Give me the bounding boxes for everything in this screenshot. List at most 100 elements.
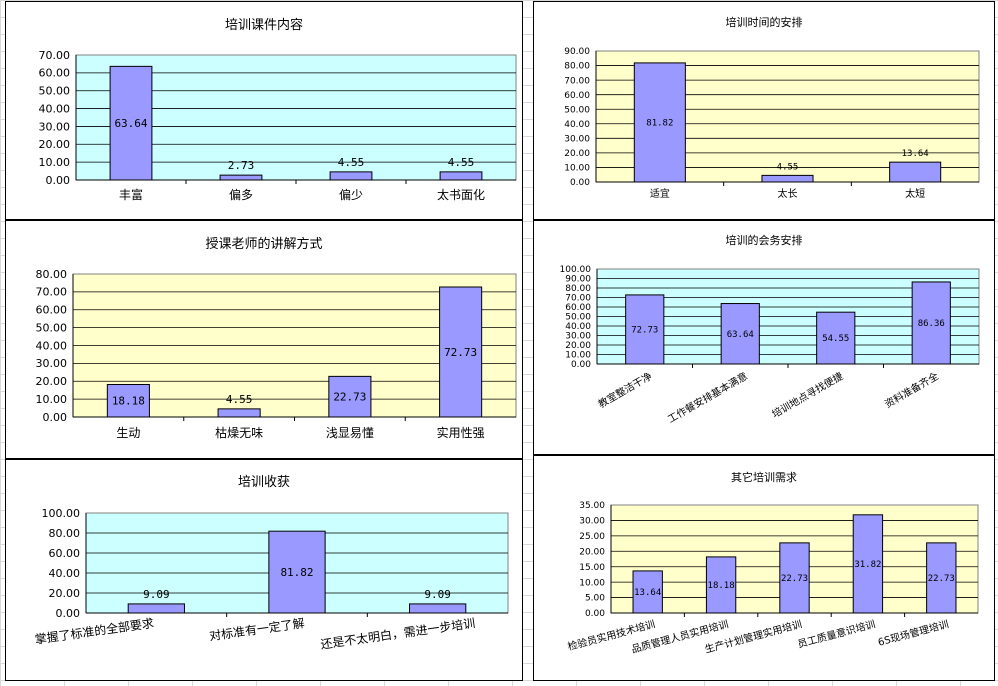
y-tick-label: 40.00 <box>565 322 591 332</box>
chart-logistics: 培训的会务安排 0.00 10.00 20.00 30.00 40.00 50.00 60.… <box>533 220 995 455</box>
data-label: 18.18 <box>708 581 735 591</box>
bar <box>219 174 263 181</box>
y-tick-label: 60.00 <box>564 91 590 101</box>
x-category-label: 实用性强 <box>437 425 485 440</box>
y-tick-label: 20.00 <box>36 375 68 388</box>
y-tick-label: 10.00 <box>579 578 605 588</box>
bar <box>926 542 957 614</box>
data-label: 13.64 <box>902 149 929 159</box>
y-tick-label: 5.00 <box>585 594 605 604</box>
y-tick-label: 0.00 <box>571 360 591 370</box>
x-category-label: 太短 <box>905 187 925 200</box>
data-label: 4.55 <box>338 156 365 169</box>
bar <box>625 294 665 365</box>
y-tick-label: 90.00 <box>564 47 590 57</box>
data-label: 22.73 <box>333 391 366 404</box>
bar <box>911 281 951 365</box>
y-tick-label: 25.00 <box>579 532 605 542</box>
chart-other-needs: 其它培训需求 0.00 5.00 10.00 15.00 20.00 25.00 30.00… <box>533 455 995 681</box>
y-tick-label: 20.00 <box>565 341 591 351</box>
x-category-label: 6S现场管理培训 <box>876 617 950 648</box>
bar <box>779 542 810 614</box>
chart-title: 培训的会务安排 <box>725 234 803 247</box>
y-tick-label: 60.00 <box>39 67 71 80</box>
data-label: 13.64 <box>634 588 661 598</box>
y-tick-label: 90.00 <box>565 275 591 285</box>
y-tick-label: 70.00 <box>39 49 71 62</box>
y-tick-label: 0.00 <box>43 411 68 424</box>
chart-title: 其它培训需求 <box>731 471 797 484</box>
y-tick-label: 50.00 <box>564 105 590 115</box>
y-tick-label: 40.00 <box>564 120 590 130</box>
data-label: 63.64 <box>114 117 147 130</box>
y-tick-label: 20.00 <box>579 547 605 557</box>
y-tick-label: 60.00 <box>565 303 591 313</box>
data-label: 22.73 <box>781 574 808 584</box>
y-tick-label: 40.00 <box>36 339 68 352</box>
y-tick-label: 0.00 <box>56 607 81 620</box>
chart-training-gains: 培训收获 0.00 20.00 40.00 60.00 80.00 100.00 9.09 掌… <box>5 459 523 681</box>
chart-svg: 0.00 10.00 20.00 30.00 40.00 50.00 60.00 70.00 6… <box>39 49 517 202</box>
bar <box>705 556 737 614</box>
data-label: 4.55 <box>448 156 475 169</box>
y-tick-label: 100.00 <box>560 265 592 275</box>
bar <box>720 303 760 365</box>
chart-title: 授课老师的讲解方式 <box>205 237 323 252</box>
y-tick-label: 80.00 <box>564 62 590 72</box>
chart-svg: 0.0010.0020.0030.0040.0050.0060.0070.008… <box>36 268 517 440</box>
y-tick-label: 80.00 <box>36 268 68 281</box>
y-tick-label: 0.00 <box>46 174 71 187</box>
y-tick-label: 0.00 <box>570 178 590 188</box>
chart-training-time: 培训时间的安排 0.00 10.00 20.00 30.00 40.00 50.00 60.… <box>533 1 995 220</box>
chart-teaching-style: 授课老师的讲解方式 0.00 10.00 20.00 30.00 40.00 50.00 6… <box>5 220 523 459</box>
y-tick-label: 50.00 <box>565 313 591 323</box>
x-category-label: 还是不太明白，需进一步培训 <box>319 615 476 652</box>
x-category-label: 员工质量意识培训 <box>796 617 877 650</box>
y-tick-label: 0.00 <box>585 609 605 619</box>
bar <box>409 603 467 614</box>
data-label: 9.09 <box>424 588 451 601</box>
y-tick-label: 70.00 <box>565 294 591 304</box>
y-tick-label: 10.00 <box>39 156 71 169</box>
bar <box>329 171 373 181</box>
y-tick-label: 100.00 <box>42 507 81 520</box>
y-tick-label: 80.00 <box>565 284 591 294</box>
data-label: 81.82 <box>646 119 673 129</box>
x-category-label: 偏多 <box>229 187 253 202</box>
bar <box>761 174 814 183</box>
data-label: 81.82 <box>280 566 313 579</box>
chart-svg: 0.0010.0020.0030.0040.0050.0060.0070.008… <box>560 265 980 426</box>
data-label: 31.82 <box>854 560 881 570</box>
y-tick-label: 60.00 <box>36 304 68 317</box>
x-category-label: 适宜 <box>650 187 670 200</box>
chart-svg: 0.0010.0020.0030.0040.0050.0060.0070.008… <box>564 47 980 200</box>
chart-svg: 0.00 20.00 40.00 60.00 80.00 100.00 9.09 掌握了标准的… <box>34 507 509 652</box>
bar <box>633 62 686 183</box>
data-label: 63.64 <box>727 330 754 340</box>
y-tick-label: 80.00 <box>49 527 81 540</box>
bar <box>439 286 483 418</box>
x-category-label: 工作餐安排基本满意 <box>665 369 749 425</box>
y-tick-label: 30.00 <box>564 134 590 144</box>
y-tick-label: 30.00 <box>39 120 71 133</box>
bar <box>816 311 856 365</box>
y-tick-label: 20.00 <box>39 138 71 151</box>
x-category-label: 枯燥无味 <box>215 425 263 440</box>
x-category-label: 浅显易懂 <box>326 426 374 440</box>
data-label: 4.55 <box>226 393 253 406</box>
x-category-label: 太书面化 <box>437 187 485 202</box>
y-tick-label: 70.00 <box>36 286 68 299</box>
x-category-label: 偏少 <box>339 187 363 202</box>
y-tick-label: 35.00 <box>579 501 605 511</box>
y-tick-label: 50.00 <box>36 321 68 334</box>
bar <box>106 384 150 418</box>
chart-title: 培训时间的安排 <box>725 16 803 29</box>
y-tick-label: 30.00 <box>579 517 605 527</box>
y-tick-label: 60.00 <box>49 547 81 560</box>
bar <box>852 514 884 614</box>
bar <box>268 530 326 614</box>
data-label: 72.73 <box>444 346 477 359</box>
y-tick-label: 30.00 <box>36 357 68 370</box>
data-label: 9.09 <box>143 588 170 601</box>
bar <box>217 408 261 418</box>
